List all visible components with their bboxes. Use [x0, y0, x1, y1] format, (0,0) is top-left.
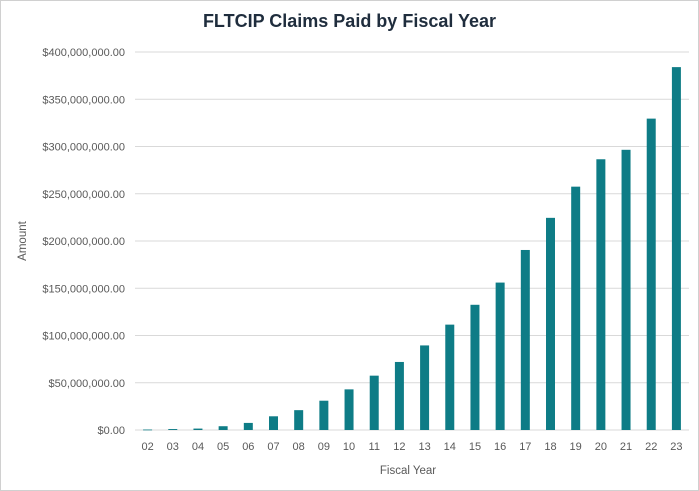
- x-axis-ticks: 02 03 04 05 06 07 08 09 10 11 12 13 14 15 16 17 18 19 20 21…: [141, 441, 682, 453]
- y-tick-label: $50,000,000.00: [49, 378, 125, 390]
- y-axis-ticks: $0.00 $50,000,000.00 $100,000,000.00 $150,0…: [42, 47, 125, 437]
- bar-11: [369, 375, 379, 430]
- x-tick-label: 17: [519, 441, 531, 453]
- x-tick-label: 16: [494, 441, 506, 453]
- x-tick-label: 22: [645, 441, 657, 453]
- y-tick-label: $150,000,000.00: [42, 283, 125, 295]
- bar-03: [168, 429, 178, 430]
- bar-05: [218, 426, 228, 430]
- bar-07: [269, 416, 278, 430]
- bar-02: [143, 429, 153, 431]
- y-tick-label: $250,000,000.00: [42, 189, 125, 201]
- x-tick-label: 10: [343, 441, 355, 453]
- bar-15: [470, 304, 480, 430]
- bar-21: [621, 149, 631, 430]
- x-axis-label: Fiscal Year: [380, 465, 436, 477]
- x-tick-label: 20: [595, 441, 607, 453]
- y-tick-label: $200,000,000.00: [42, 236, 125, 248]
- x-tick-label: 09: [318, 441, 330, 453]
- x-tick-label: 05: [217, 441, 229, 453]
- bar-06: [243, 422, 253, 430]
- bar-18: [546, 217, 555, 430]
- bar-10: [344, 389, 354, 430]
- y-tick-label: $0.00: [97, 425, 125, 437]
- bar-22: [646, 118, 656, 430]
- x-tick-label: 13: [418, 441, 430, 453]
- x-tick-label: 12: [393, 441, 405, 453]
- x-tick-label: 06: [242, 441, 254, 453]
- bar-16: [495, 282, 505, 430]
- y-tick-label: $400,000,000.00: [42, 47, 125, 59]
- x-tick-label: 08: [293, 441, 305, 453]
- y-tick-label: $100,000,000.00: [42, 331, 125, 343]
- x-tick-label: 23: [670, 441, 682, 453]
- bar-14: [445, 324, 455, 430]
- x-tick-label: 21: [620, 441, 632, 453]
- x-tick-label: 15: [469, 441, 481, 453]
- chart-title: FLTCIP Claims Paid by Fiscal Year: [202, 11, 497, 31]
- bar-23: [671, 67, 681, 431]
- bar-12: [394, 361, 404, 430]
- y-tick-label: $300,000,000.00: [42, 142, 125, 154]
- bar-09: [319, 400, 329, 430]
- bar-08: [294, 410, 304, 430]
- gridlines: [135, 51, 689, 431]
- y-tick-label: $350,000,000.00: [42, 94, 125, 106]
- bar-19: [571, 186, 581, 430]
- x-tick-label: 18: [544, 441, 556, 453]
- bars: [143, 67, 681, 431]
- bar-20: [596, 159, 606, 430]
- x-tick-label: 07: [267, 441, 279, 453]
- bar-13: [420, 345, 430, 430]
- bar-04: [193, 428, 203, 430]
- x-tick-label: 03: [167, 441, 179, 453]
- x-tick-label: 02: [141, 441, 153, 453]
- x-tick-label: 11: [369, 441, 380, 453]
- y-axis-label: Amount: [17, 220, 29, 260]
- x-tick-label: 19: [570, 441, 582, 453]
- x-tick-label: 14: [444, 441, 456, 453]
- bar-17: [520, 249, 530, 430]
- x-tick-label: 04: [192, 441, 204, 453]
